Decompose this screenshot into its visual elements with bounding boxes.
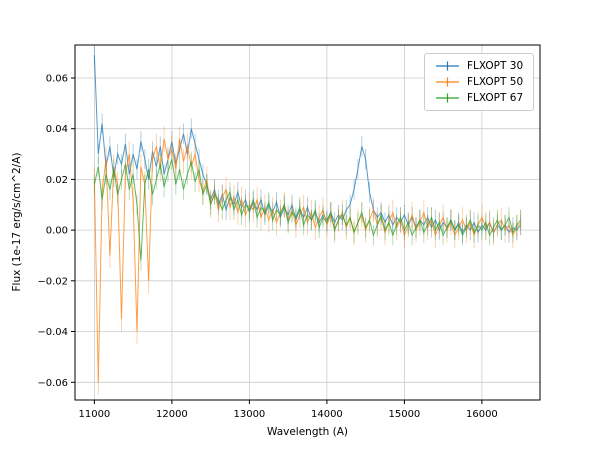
x-axis-label: Wavelength (A) [266, 426, 348, 438]
legend-item-flxopt-67: FLXOPT 67 [435, 92, 523, 104]
svg-text:12000: 12000 [156, 409, 188, 420]
legend-item-flxopt-50: FLXOPT 50 [435, 76, 523, 88]
svg-text:15000: 15000 [388, 409, 420, 420]
svg-text:0.04: 0.04 [46, 124, 68, 135]
svg-text:16000: 16000 [466, 409, 498, 420]
errorbar-line-marker [436, 61, 459, 71]
svg-text:−0.06: −0.06 [37, 378, 68, 389]
svg-text:−0.02: −0.02 [37, 276, 68, 287]
svg-text:0.06: 0.06 [46, 74, 68, 85]
errorbar-line-marker [436, 93, 459, 103]
y-axis-label: Flux (1e-17 erg/s/cm^2/A) [11, 152, 23, 292]
legend-label: FLXOPT 50 [467, 76, 524, 88]
svg-text:0.00: 0.00 [46, 226, 68, 237]
legend-item-flxopt-30: FLXOPT 30 [435, 60, 523, 72]
svg-text:11000: 11000 [78, 409, 110, 420]
svg-text:13000: 13000 [233, 409, 265, 420]
svg-text:0.02: 0.02 [46, 175, 68, 186]
legend-label: FLXOPT 67 [467, 92, 524, 104]
legend: FLXOPT 30 FLXOPT 50 FLXOPT 67 [424, 53, 535, 111]
svg-text:14000: 14000 [311, 409, 343, 420]
errorbar-line-marker [436, 77, 459, 87]
svg-text:−0.04: −0.04 [37, 327, 68, 338]
legend-label: FLXOPT 30 [467, 60, 524, 72]
